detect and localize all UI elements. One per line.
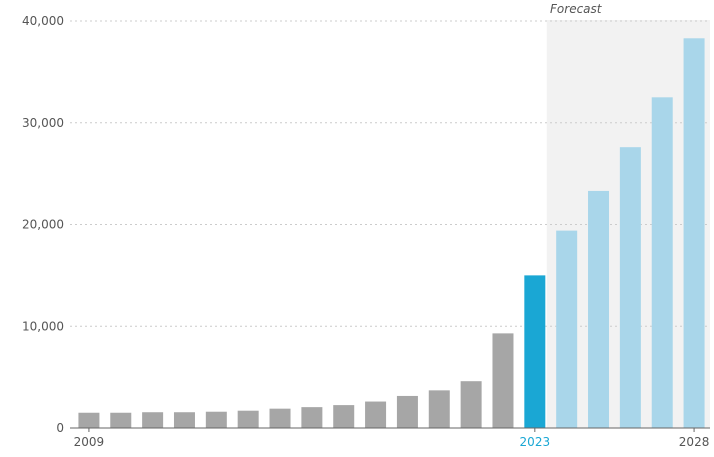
y-tick-label: 40,000 bbox=[22, 14, 64, 28]
x-tick-label-2009: 2009 bbox=[74, 435, 105, 449]
bar-2013 bbox=[205, 411, 227, 428]
y-tick-label: 30,000 bbox=[22, 116, 64, 130]
bar-2022 bbox=[492, 333, 514, 428]
bar-2012 bbox=[173, 412, 195, 428]
bar-2025 bbox=[588, 190, 610, 428]
bar-2026 bbox=[619, 147, 641, 429]
bars bbox=[78, 38, 705, 429]
x-tick-label-2023: 2023 bbox=[520, 435, 551, 449]
bar-2019 bbox=[396, 395, 418, 428]
grid-lines bbox=[70, 20, 710, 327]
bar-2015 bbox=[269, 408, 291, 428]
bar-2027 bbox=[651, 97, 673, 428]
bar-2017 bbox=[333, 405, 355, 428]
y-tick-label: 10,000 bbox=[22, 319, 64, 333]
bar-2009 bbox=[78, 412, 100, 428]
y-tick-label: 20,000 bbox=[22, 218, 64, 232]
bar-2023 bbox=[524, 275, 546, 428]
bar-2020 bbox=[428, 390, 450, 428]
bar-2016 bbox=[301, 407, 323, 428]
x-axis-ticks: 2009 2023 2028 bbox=[74, 428, 710, 449]
bar-2028 bbox=[683, 38, 705, 429]
bar-2024 bbox=[556, 230, 578, 428]
y-axis-ticks: 0 10,000 20,000 30,000 40,000 bbox=[22, 14, 64, 435]
forecast-label: Forecast bbox=[550, 2, 603, 16]
bar-2021 bbox=[460, 381, 482, 428]
x-tick-label-2028: 2028 bbox=[679, 435, 710, 449]
bar-2010 bbox=[110, 412, 132, 428]
bar-2014 bbox=[237, 410, 259, 428]
y-tick-label: 0 bbox=[56, 421, 64, 435]
bar-2018 bbox=[365, 401, 387, 428]
bar-2011 bbox=[142, 412, 164, 428]
